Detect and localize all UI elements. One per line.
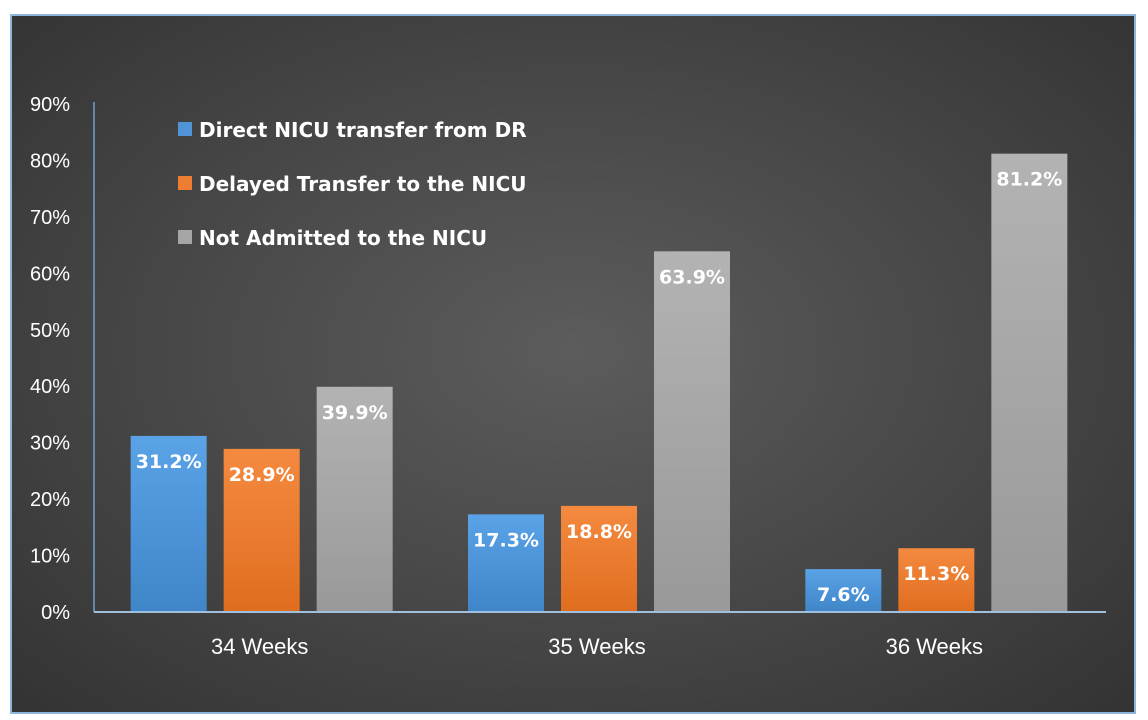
data-label: 18.8% [566, 521, 632, 543]
x-axis-labels: 34 Weeks 35 Weeks 36 Weeks [211, 634, 983, 659]
bar [898, 548, 975, 612]
data-label: 7.6% [817, 584, 870, 606]
y-tick-label: 80% [30, 150, 70, 172]
y-tick-label: 30% [30, 433, 70, 455]
bars [130, 153, 1068, 612]
data-label: 63.9% [659, 266, 725, 288]
bar [316, 386, 393, 612]
y-tick-label: 0% [41, 602, 70, 624]
x-tick-label: 35 Weeks [548, 634, 645, 659]
y-tick-label: 10% [30, 546, 70, 568]
y-tick-label: 70% [30, 207, 70, 229]
legend-swatch [178, 230, 192, 244]
y-tick-label: 50% [30, 320, 70, 342]
x-tick-label: 36 Weeks [886, 634, 983, 659]
bar [223, 448, 300, 612]
legend-label: Direct NICU transfer from DR [199, 118, 527, 142]
data-labels: 31.2% 28.9% 39.9% 17.3% 18.8% 63.9% 7.6% 11.3% 8… [136, 169, 1063, 606]
data-label: 11.3% [903, 563, 969, 585]
bar [805, 569, 882, 612]
legend-label: Not Admitted to the NICU [199, 226, 487, 250]
legend-swatch [178, 122, 192, 136]
bar-chart: 0% 10% 20% 30% 40% 50% 60% 70% 80% 90% 34 Weeks 35… [30, 94, 1106, 659]
bar [654, 251, 730, 612]
legend-label: Delayed Transfer to the NICU [199, 172, 527, 196]
x-tick-label: 34 Weeks [211, 634, 308, 659]
legend: Direct NICU transfer from DR Delayed Tran… [178, 118, 527, 250]
bar [468, 514, 544, 612]
y-tick-label: 20% [30, 489, 70, 511]
bar [130, 435, 207, 612]
y-axis-ticks: 0% 10% 20% 30% 40% 50% 60% 70% 80% 90% [30, 94, 70, 624]
y-tick-label: 40% [30, 376, 70, 398]
data-label: 81.2% [996, 169, 1062, 191]
chart-frame: 0% 10% 20% 30% 40% 50% 60% 70% 80% 90% 34 Weeks 35… [10, 14, 1136, 714]
data-label: 31.2% [136, 451, 202, 473]
bar [991, 153, 1068, 612]
data-label: 39.9% [322, 402, 388, 424]
legend-swatch [178, 176, 192, 190]
data-label: 17.3% [473, 529, 539, 551]
y-tick-label: 60% [30, 263, 70, 285]
data-label: 28.9% [229, 464, 295, 486]
y-tick-label: 90% [30, 94, 70, 116]
bar [561, 505, 637, 612]
